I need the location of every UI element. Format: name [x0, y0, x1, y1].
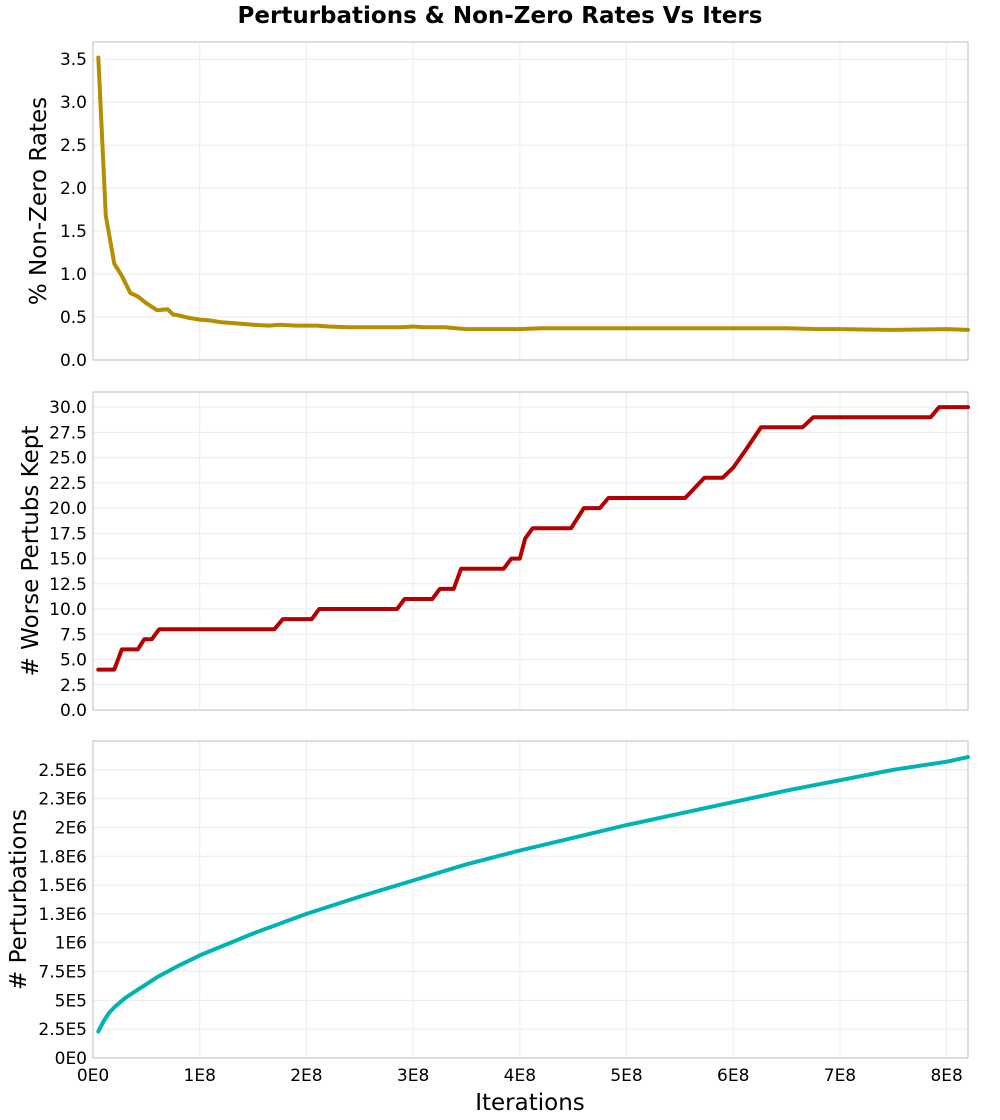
y-tick-label: 3.0 [60, 93, 87, 113]
y-tick-label: 25.0 [49, 449, 87, 469]
y-tick-label: 1.5 [60, 222, 87, 242]
y-tick-label: 5E5 [55, 991, 87, 1011]
x-tick-label: 0E0 [77, 1066, 109, 1086]
y-tick-label: 2.5E5 [38, 1020, 87, 1040]
y-tick-label: 0E0 [55, 1049, 87, 1069]
series-line-nonzero-rates [96, 55, 970, 332]
y-tick-label: 27.5 [49, 423, 87, 443]
y-tick-label: 7.5E5 [38, 963, 87, 983]
series-line-worse-kept [96, 405, 970, 672]
y-tick-label: 15.0 [49, 550, 87, 570]
plot-frame [92, 41, 969, 361]
y-axis-label: % Non-Zero Rates [26, 97, 52, 305]
y-tick-label: 1E6 [55, 934, 87, 954]
x-tick-label: 5E8 [610, 1066, 642, 1086]
x-tick-label: 1E8 [184, 1066, 216, 1086]
y-tick-label: 0.5 [60, 308, 87, 328]
panel-nonzero-rates: 0.0 0.5 1.0 1.5 2.0 2.5 3.0 3.5 % Non-Zero Rates [26, 41, 970, 371]
y-tick-label: 2.3E6 [38, 790, 87, 810]
y-tick-label: 2.5 [60, 676, 87, 696]
panel-perturbations: 0E0 2.5E5 5E5 7.5E5 1E6 1.3E6 1.5E6 1.8E6 2E6 2.3… [6, 740, 970, 1086]
x-axis-label: Iterations [475, 1090, 585, 1116]
y-tick-label: 2.5 [60, 136, 87, 156]
y-tick-label: 3.5 [60, 50, 87, 70]
y-tick-label: 12.5 [49, 575, 87, 595]
y-tick-label: 2E6 [55, 818, 87, 838]
y-tick-label: 1.3E6 [38, 905, 87, 925]
plot-frame [92, 740, 969, 1059]
y-tick-label: 0.0 [60, 701, 87, 721]
y-tick-label: 20.0 [49, 499, 87, 519]
x-tick-label: 8E8 [930, 1066, 962, 1086]
y-tick-label: 10.0 [49, 600, 87, 620]
y-tick-label: 5.0 [60, 651, 87, 671]
x-tick-label: 4E8 [504, 1066, 536, 1086]
y-axis-label: # Worse Pertubs Kept [18, 426, 44, 677]
x-tick-label: 7E8 [824, 1066, 856, 1086]
y-axis-label: # Perturbations [6, 809, 32, 990]
y-tick-label: 0.0 [60, 351, 87, 371]
y-tick-label: 17.5 [49, 524, 87, 544]
y-tick-label: 30.0 [49, 398, 87, 418]
x-tick-label: 2E8 [290, 1066, 322, 1086]
y-tick-label: 1.5E6 [38, 876, 87, 896]
chart-panels: 0.0 0.5 1.0 1.5 2.0 2.5 3.0 3.5 % Non-Zero Rates… [6, 41, 970, 1086]
y-tick-label: 2.0 [60, 179, 87, 199]
panel-worse-kept: 0.0 2.5 5.0 7.5 10.0 12.5 15.0 17.5 20.0 22.5 25.0… [18, 391, 970, 721]
series-line-perturbations [96, 755, 970, 1034]
y-tick-label: 1.0 [60, 265, 87, 285]
chart-title: Perturbations & Non-Zero Rates Vs Iters [238, 3, 763, 29]
plot-frame [92, 391, 969, 711]
y-tick-label: 2.5E6 [38, 761, 87, 781]
x-tick-label: 3E8 [397, 1066, 429, 1086]
y-tick-label: 1.8E6 [38, 847, 87, 867]
y-tick-label: 7.5 [60, 625, 87, 645]
x-tick-label: 6E8 [717, 1066, 749, 1086]
y-tick-label: 22.5 [49, 474, 87, 494]
